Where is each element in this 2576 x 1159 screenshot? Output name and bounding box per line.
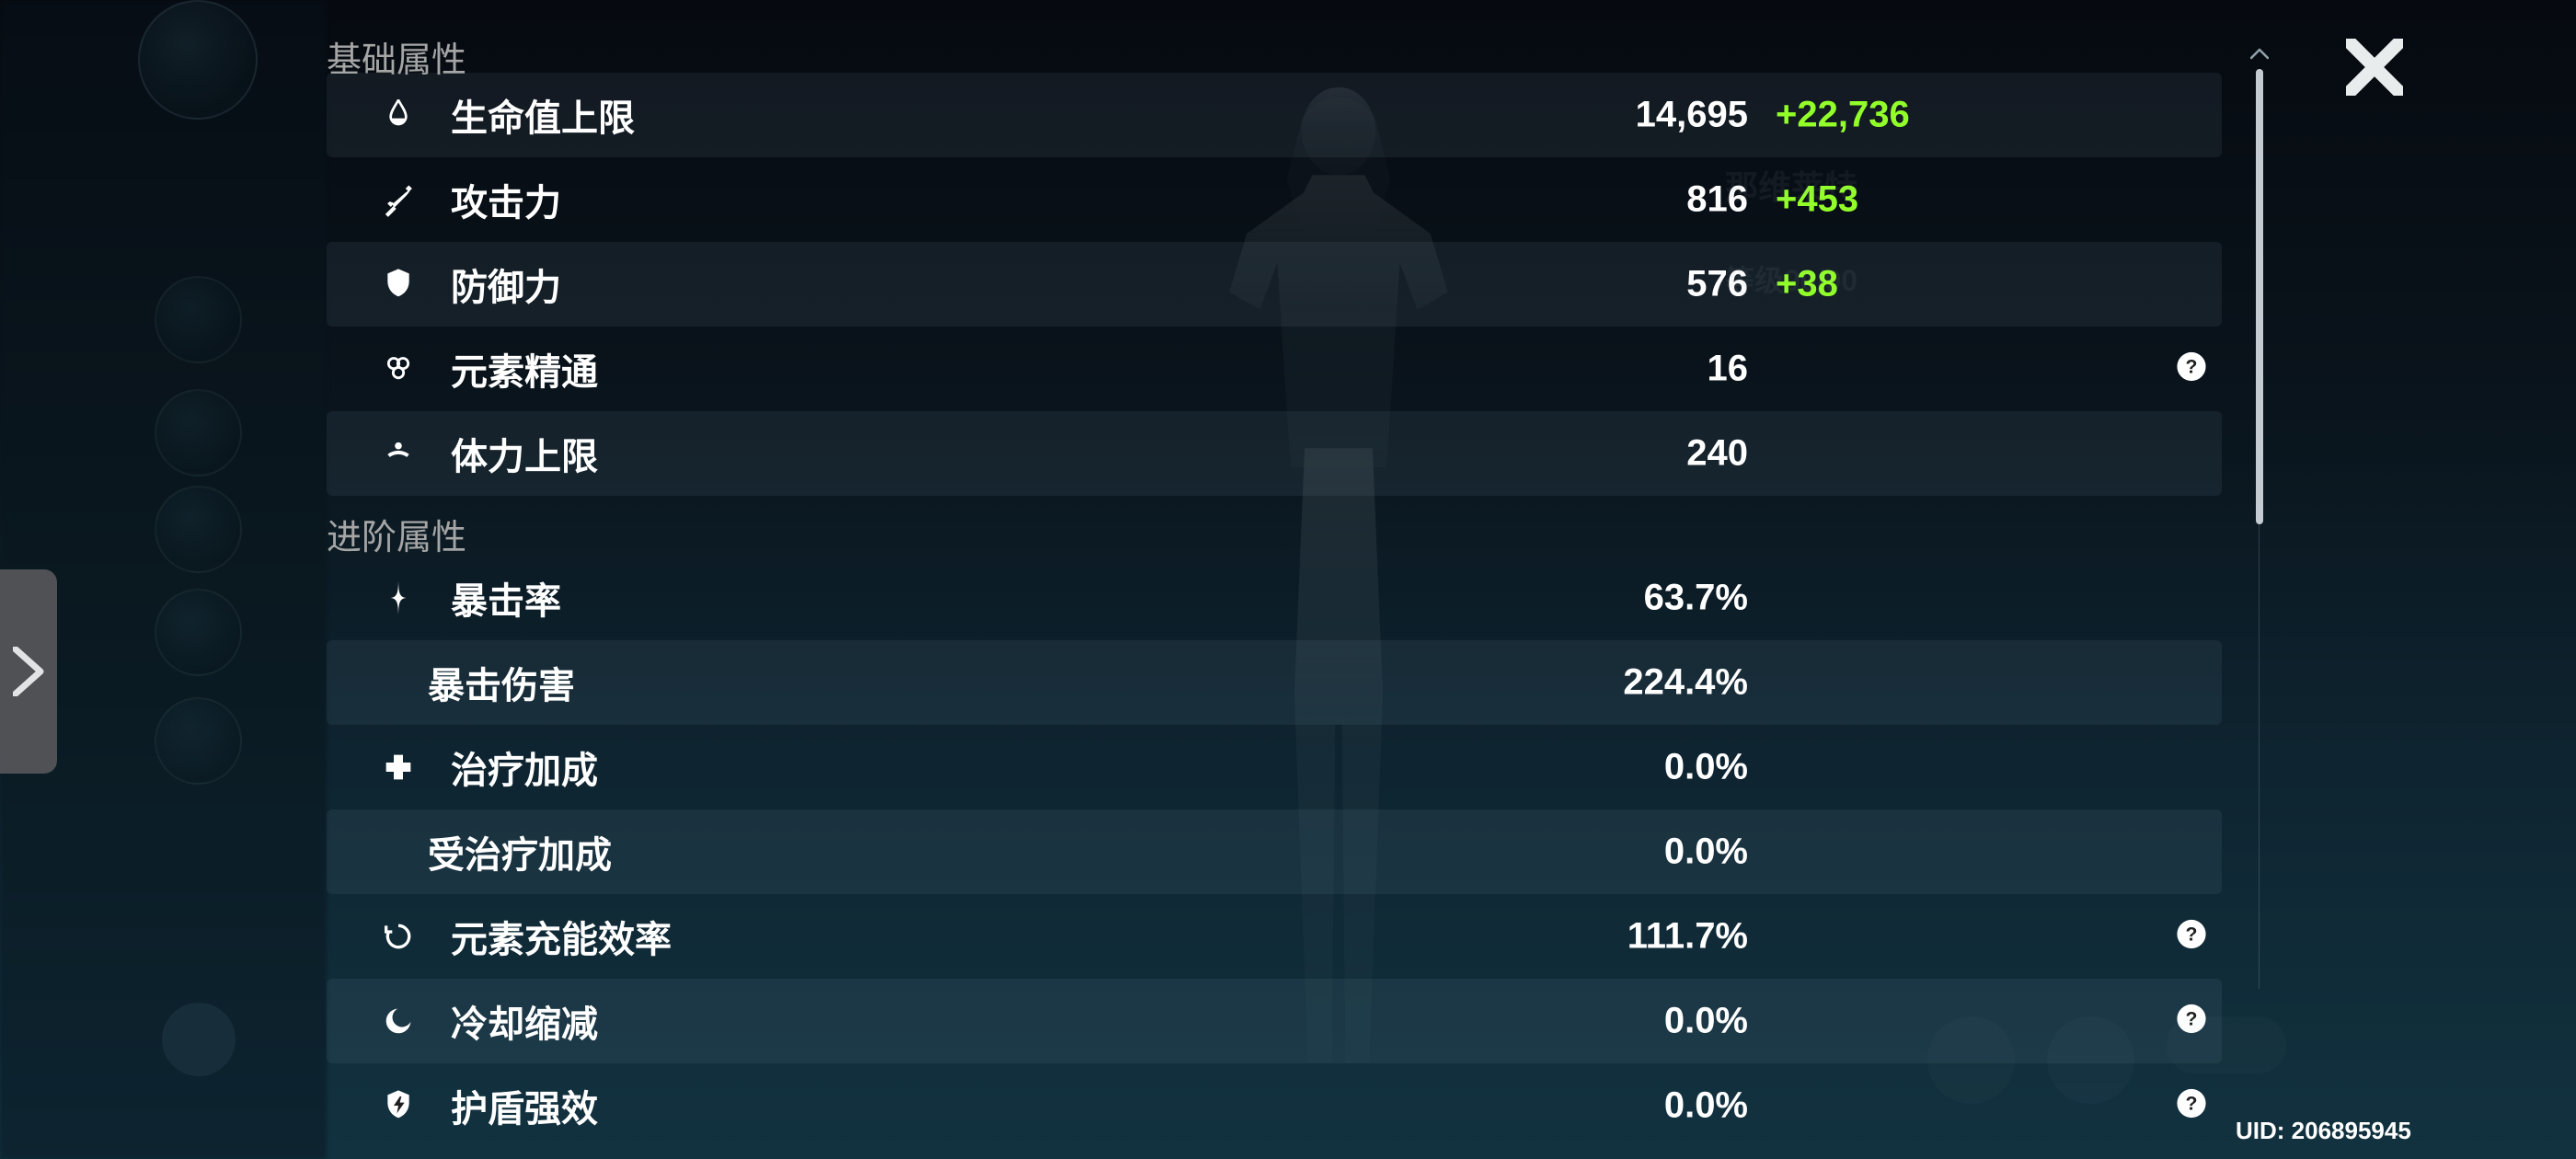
- svg-text:?: ?: [2186, 924, 2198, 946]
- svg-text:?: ?: [2186, 1093, 2198, 1115]
- svg-text:?: ?: [2186, 356, 2198, 378]
